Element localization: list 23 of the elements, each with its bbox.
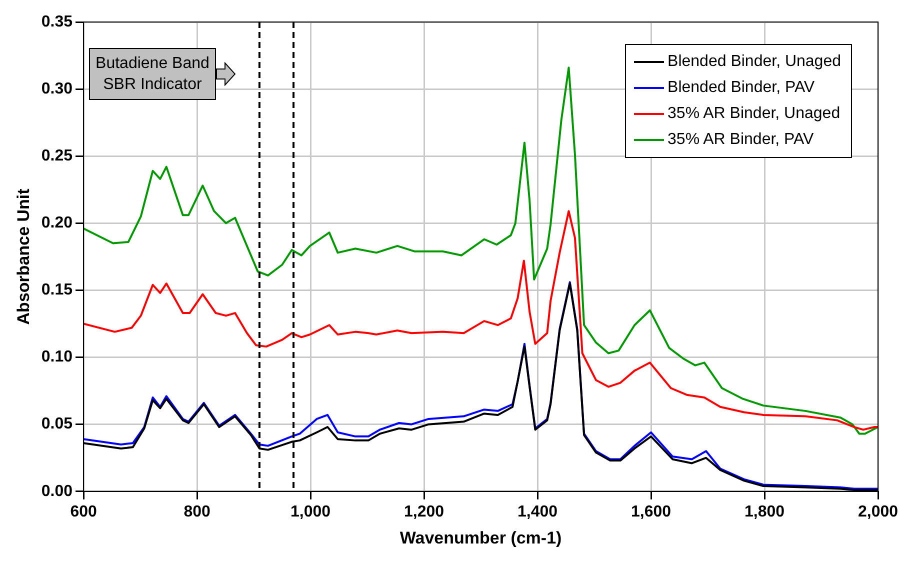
y-tick-label: 0.15 (41, 282, 73, 299)
x-tick-label: 800 (184, 503, 210, 520)
x-tick-label: 1,400 (517, 503, 558, 520)
x-tick-label: 1,600 (630, 503, 672, 520)
y-tick-label: 0.25 (41, 148, 73, 165)
x-tick-label: 600 (70, 503, 97, 520)
y-axis-title: Absorbance Unit (14, 188, 33, 325)
y-tick-label: 0.20 (41, 214, 73, 232)
y-tick-label: 0.10 (41, 348, 73, 366)
x-tick-label: 1,800 (744, 503, 785, 520)
y-tick-label: 0.35 (41, 13, 73, 30)
x-tick-label: 1,000 (290, 503, 331, 520)
legend-label: Blended Binder, PAV (668, 79, 815, 97)
x-tick-label: 2,000 (858, 503, 898, 520)
x-axis-title: Wavenumber (cm-1) (400, 528, 562, 548)
y-tick-label: 0.30 (41, 80, 73, 98)
annotation: Butadiene Band SBR Indicator (88, 48, 216, 100)
y-tick-label: 0.00 (41, 482, 73, 500)
x-tick-label: 1,200 (404, 503, 444, 520)
legend-label: 35% AR Binder, Unaged (668, 105, 840, 123)
legend-label: 35% AR Binder, PAV (668, 131, 814, 149)
legend-label: Blended Binder, Unaged (668, 53, 841, 71)
y-tick-label: 0.05 (41, 416, 73, 433)
